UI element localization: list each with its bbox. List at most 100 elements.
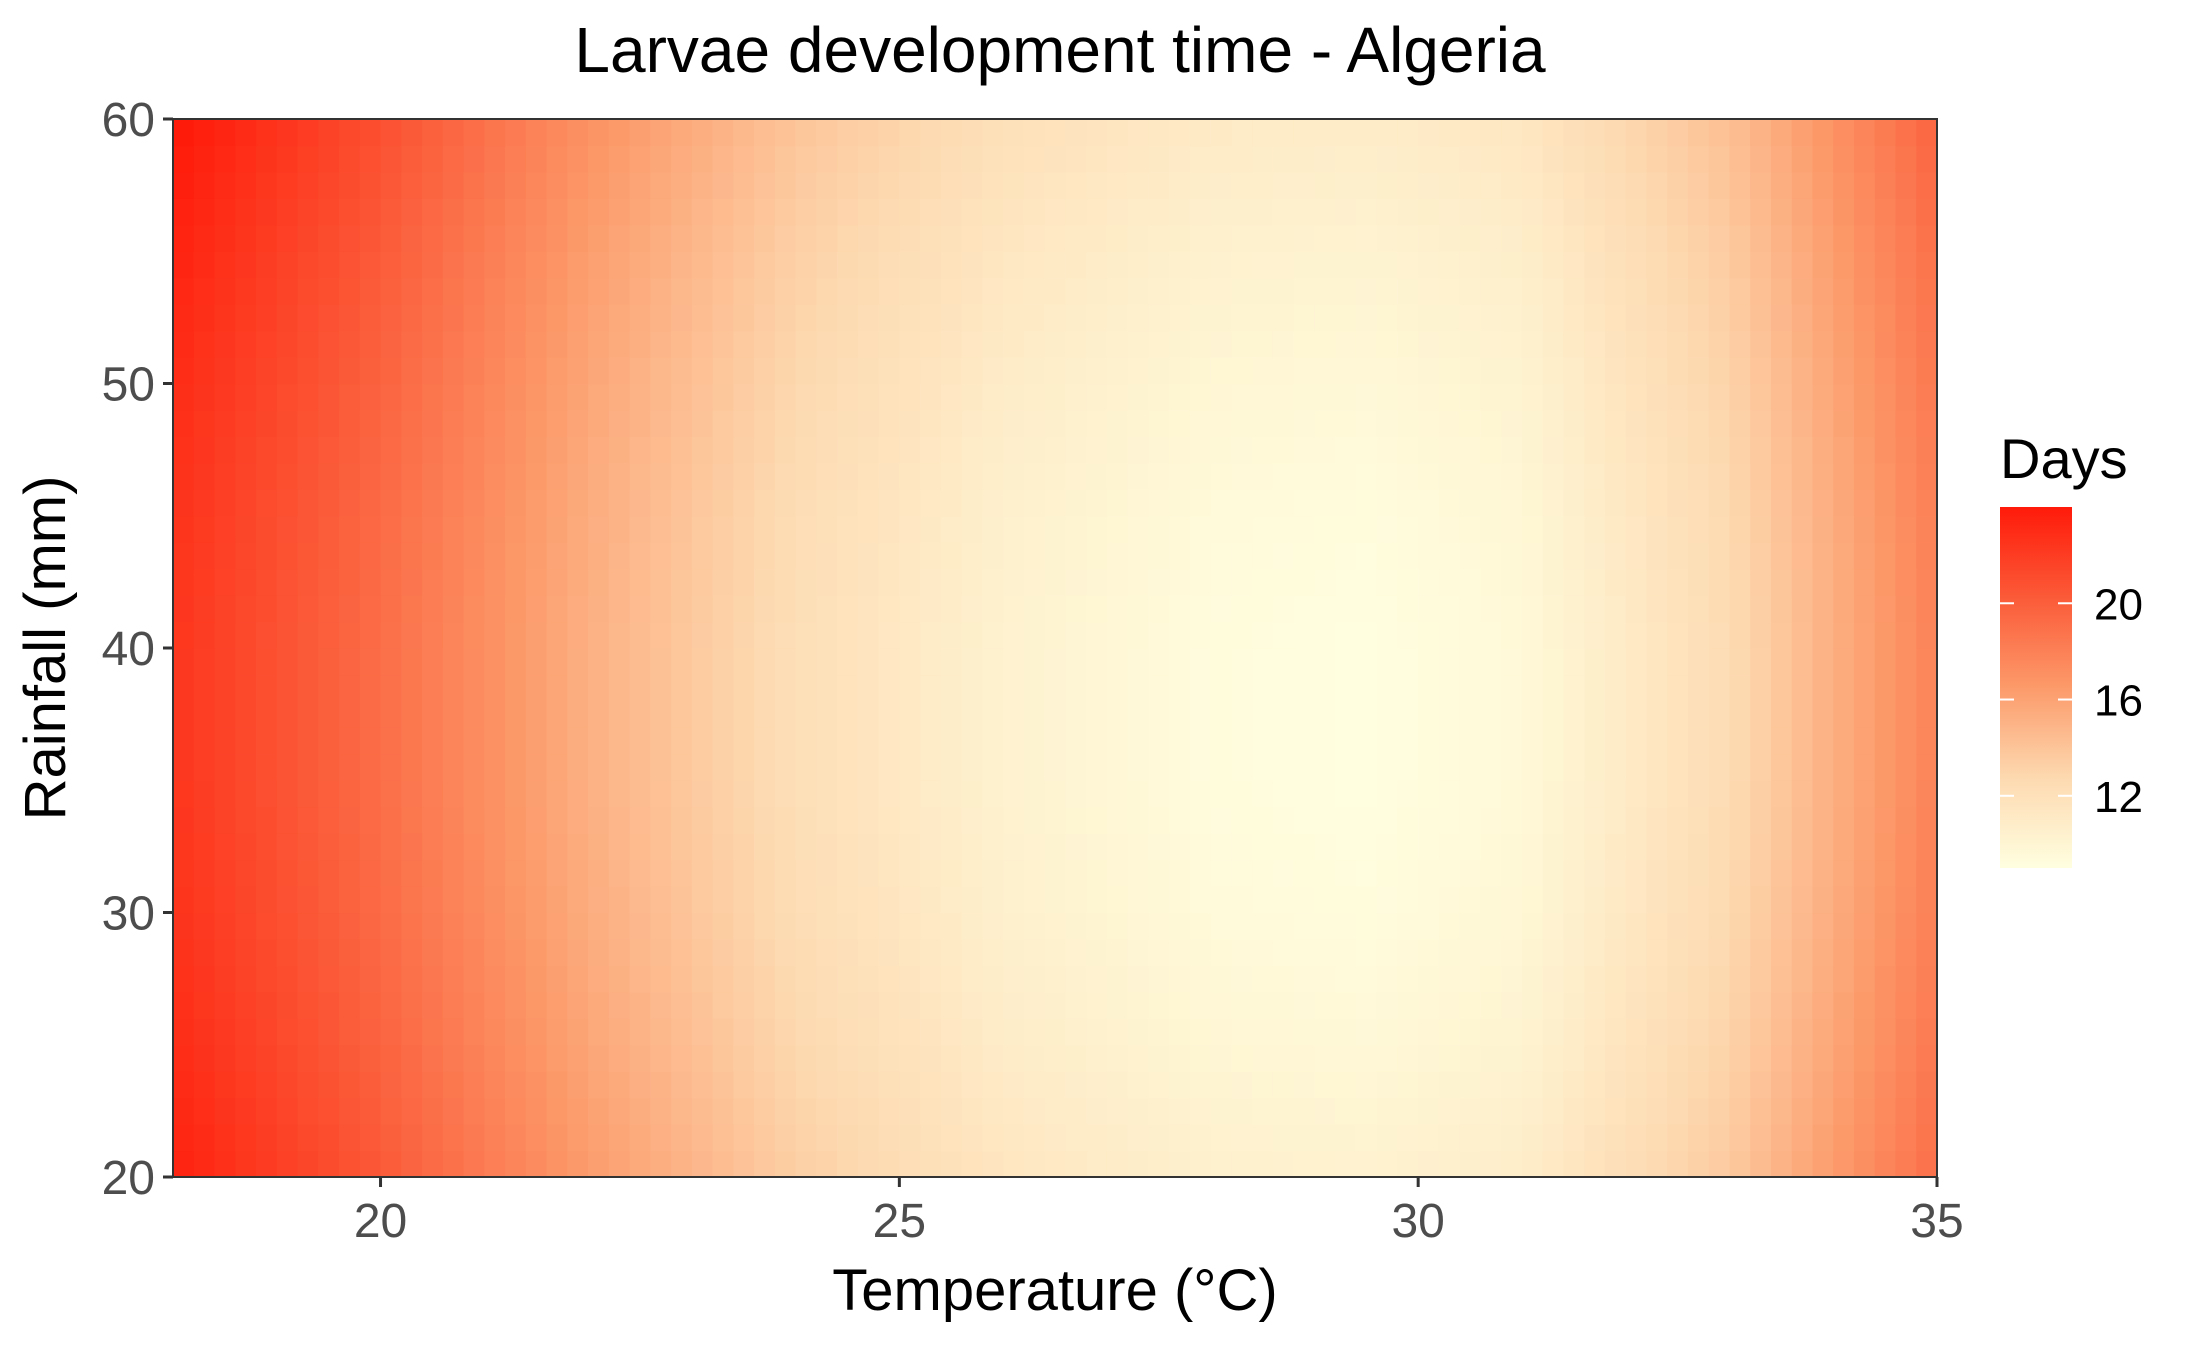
- heatmap-cell: [339, 568, 361, 596]
- heatmap-cell: [1480, 304, 1502, 332]
- heatmap-cell: [214, 700, 236, 728]
- heatmap-cell: [1148, 727, 1170, 755]
- heatmap-cell: [359, 806, 382, 834]
- heatmap-cell: [1003, 251, 1025, 279]
- heatmap-cell: [1127, 277, 1149, 305]
- heatmap-cell: [484, 965, 506, 993]
- heatmap-cell: [878, 912, 900, 940]
- heatmap-cell: [1272, 859, 1295, 887]
- y-tick-label: 20: [102, 1152, 155, 1205]
- heatmap-cell: [173, 991, 195, 1019]
- heatmap-cell: [1770, 145, 1793, 173]
- heatmap-cell: [816, 912, 838, 940]
- heatmap-cell: [1833, 568, 1855, 596]
- heatmap-cell: [629, 224, 651, 252]
- heatmap-cell: [1376, 1018, 1399, 1046]
- heatmap-cell: [276, 568, 299, 596]
- heatmap-cell: [1563, 1124, 1585, 1152]
- heatmap-cell: [1086, 965, 1108, 993]
- heatmap-cell: [339, 621, 361, 649]
- heatmap-cell: [339, 806, 361, 834]
- heatmap-cell: [1065, 833, 1087, 861]
- heatmap-cell: [1314, 1018, 1336, 1046]
- heatmap-cell: [691, 859, 714, 887]
- heatmap-cell: [1210, 1124, 1232, 1152]
- heatmap-cell: [1418, 859, 1440, 887]
- heatmap-cell: [463, 806, 485, 834]
- heatmap-cell: [1210, 938, 1232, 966]
- heatmap-cell: [214, 330, 236, 358]
- heatmap-cell: [1791, 938, 1814, 966]
- heatmap-cell: [1314, 1124, 1336, 1152]
- heatmap-cell: [1729, 409, 1751, 437]
- heatmap-cell: [1003, 1071, 1025, 1099]
- heatmap-cell: [1272, 304, 1295, 332]
- heatmap-cell: [1438, 727, 1461, 755]
- heatmap-cell: [1148, 145, 1170, 173]
- heatmap-cell: [318, 277, 340, 305]
- heatmap-cell: [1272, 224, 1295, 252]
- heatmap-cell: [1791, 436, 1814, 464]
- heatmap-cell: [857, 1044, 880, 1072]
- heatmap-cell: [899, 515, 921, 543]
- heatmap-cell: [1563, 727, 1585, 755]
- heatmap-cell: [1314, 595, 1336, 623]
- heatmap-cell: [691, 991, 714, 1019]
- heatmap-cell: [1770, 595, 1793, 623]
- heatmap-cell: [629, 1124, 651, 1152]
- heatmap-cell: [1065, 171, 1087, 199]
- heatmap-cell: [1189, 383, 1212, 411]
- heatmap-cell: [422, 171, 444, 199]
- heatmap-cell: [920, 198, 942, 226]
- heatmap-cell: [1604, 674, 1627, 702]
- heatmap-cell: [982, 806, 1004, 834]
- heatmap-cell: [754, 938, 776, 966]
- heatmap-cell: [588, 304, 610, 332]
- heatmap-cell: [339, 833, 361, 861]
- heatmap-cell: [712, 198, 734, 226]
- heatmap-cell: [1335, 1071, 1357, 1099]
- heatmap-cell: [1584, 515, 1606, 543]
- heatmap-cell: [442, 965, 465, 993]
- heatmap-cell: [256, 409, 278, 437]
- heatmap-cell: [1169, 542, 1191, 570]
- heatmap-cell: [1521, 515, 1544, 543]
- heatmap-cell: [1853, 119, 1876, 147]
- heatmap-cell: [380, 1018, 402, 1046]
- heatmap-cell: [318, 198, 340, 226]
- heatmap-cell: [256, 965, 278, 993]
- heatmap-cell: [774, 568, 797, 596]
- heatmap-cell: [380, 304, 402, 332]
- heatmap-cell: [816, 224, 838, 252]
- heatmap-cell: [380, 436, 402, 464]
- heatmap-cell: [754, 1097, 776, 1125]
- heatmap-cell: [214, 251, 236, 279]
- heatmap-cell: [1418, 938, 1440, 966]
- heatmap-cell: [1667, 436, 1689, 464]
- heatmap-cell: [1397, 1071, 1419, 1099]
- heatmap-cell: [567, 859, 589, 887]
- heatmap-cell: [1169, 304, 1191, 332]
- heatmap-cell: [1521, 542, 1544, 570]
- heatmap-cell: [1418, 224, 1440, 252]
- heatmap-cell: [795, 224, 817, 252]
- heatmap-cell: [1169, 674, 1191, 702]
- heatmap-cell: [857, 383, 880, 411]
- heatmap-cell: [359, 171, 382, 199]
- heatmap-cell: [1418, 145, 1440, 173]
- heatmap-cell: [525, 859, 548, 887]
- heatmap-cell: [857, 1124, 880, 1152]
- heatmap-cell: [671, 145, 693, 173]
- heatmap-cell: [795, 727, 817, 755]
- heatmap-cell: [1687, 251, 1710, 279]
- heatmap-cell: [276, 542, 299, 570]
- heatmap-cell: [733, 674, 755, 702]
- heatmap-cell: [235, 1124, 257, 1152]
- heatmap-cell: [1563, 568, 1585, 596]
- heatmap-cell: [940, 277, 963, 305]
- heatmap-cell: [359, 938, 382, 966]
- heatmap-cell: [1438, 859, 1461, 887]
- heatmap-cell: [1584, 859, 1606, 887]
- heatmap-cell: [671, 674, 693, 702]
- heatmap-cell: [691, 1071, 714, 1099]
